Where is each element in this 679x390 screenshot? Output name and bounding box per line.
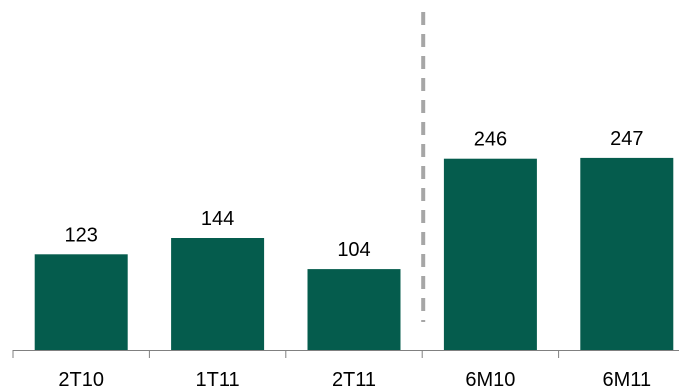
data-labels-layer: 123 144 104 246 247 [65,128,644,261]
data-label-2T10: 123 [65,224,98,246]
bars-layer [34,157,674,350]
data-label-1T11: 144 [201,208,234,230]
x-tick-label-6M10: 6M10 [465,369,515,390]
x-tick-labels-layer: 2T10 1T11 2T11 6M10 6M11 [58,369,651,390]
bar-2T11 [307,269,401,350]
data-label-6M10: 246 [474,129,507,151]
bar-1T11 [171,238,265,350]
bar-6M10 [443,158,537,350]
x-tick-label-2T10: 2T10 [58,369,104,390]
data-label-6M11: 247 [610,128,643,150]
x-tick-label-6M11: 6M11 [603,369,652,390]
bar-2T10 [34,254,128,350]
x-axis [12,350,679,358]
bar-6M11 [580,157,674,350]
data-label-2T11: 104 [337,239,370,261]
x-tick-label-1T11: 1T11 [196,369,240,390]
x-tick-label-2T11: 2T11 [332,369,376,390]
